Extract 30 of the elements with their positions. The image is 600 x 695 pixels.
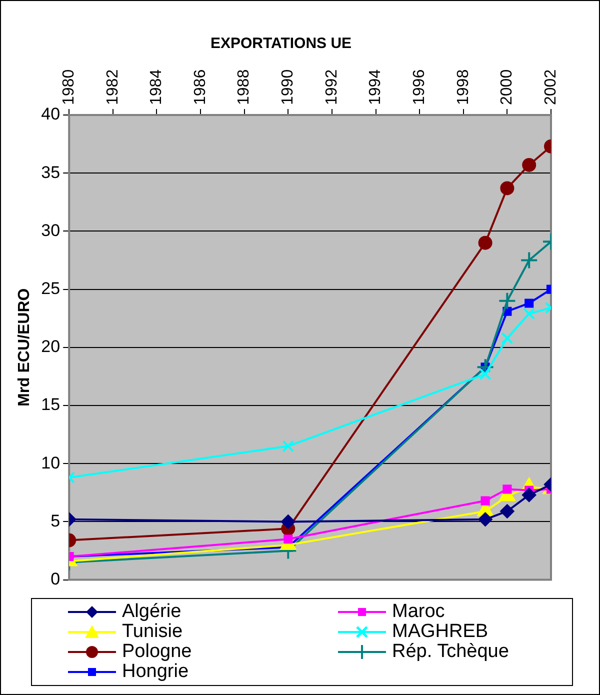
- y-tick-label: 35: [41, 162, 60, 182]
- legend-label: MAGHREB: [392, 621, 488, 643]
- legend-label: Pologne: [122, 641, 192, 663]
- legend-label: Hongrie: [122, 661, 189, 683]
- y-tick-label: 20: [41, 337, 60, 356]
- x-tick-label: 1980: [60, 69, 78, 105]
- legend-label: Tunisie: [122, 621, 183, 643]
- x-tick-label: 1994: [367, 69, 384, 105]
- x-tick-label: 1988: [236, 69, 253, 105]
- y-axis-title: Mrd ECU/EURO: [16, 288, 34, 407]
- x-tick-label: 2000: [498, 69, 516, 105]
- y-tick-label: 25: [41, 278, 60, 298]
- x-tick-label: 2002: [542, 69, 560, 105]
- legend-label: Maroc: [392, 601, 445, 623]
- y-tick-label: 0: [50, 569, 60, 588]
- x-tick-label: 1992: [323, 69, 340, 105]
- y-tick-label: 10: [41, 453, 60, 472]
- x-tick-label: 1984: [148, 69, 166, 105]
- x-tick-label: 1982: [104, 69, 122, 105]
- y-tick-label: 30: [41, 220, 60, 240]
- chart-title: EXPORTATIONS UE: [210, 35, 352, 52]
- legend-label: Rép. Tchèque: [392, 641, 509, 663]
- x-tick-label: 1990: [280, 69, 297, 105]
- x-tick-label: 1996: [410, 69, 428, 105]
- legend-label: Algérie: [122, 601, 182, 623]
- y-tick-label: 40: [41, 104, 60, 124]
- x-tick-label: 1998: [454, 69, 472, 105]
- x-tick-label: 1986: [192, 69, 209, 105]
- y-tick-label: 15: [41, 395, 60, 414]
- y-tick-label: 5: [50, 511, 60, 530]
